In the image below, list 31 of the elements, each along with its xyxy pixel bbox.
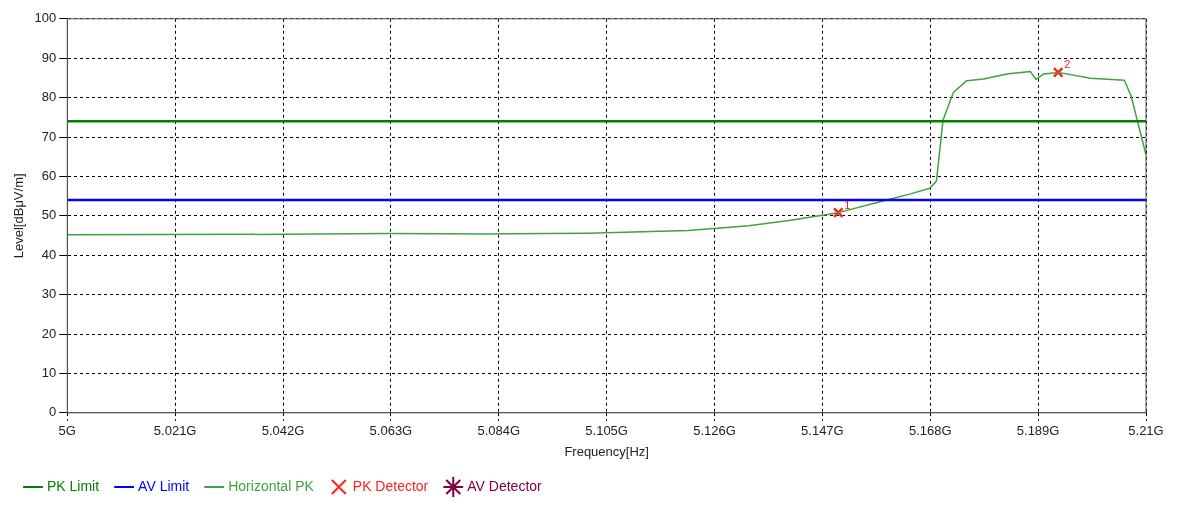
legend-label: PK Detector — [352, 477, 429, 494]
x-tick-label: 5.042G — [261, 423, 305, 439]
x-axis-title: Frequency[Hz] — [564, 443, 649, 459]
y-tick-label: 60 — [41, 167, 57, 183]
y-tick-label: 0 — [49, 404, 57, 420]
x-tick-label: 5.084G — [477, 423, 521, 439]
legend-label: AV Detector — [467, 477, 543, 494]
x-tick-label: 5.021G — [153, 423, 197, 439]
y-tick-label: 80 — [41, 89, 57, 105]
x-tick-label: 5.105G — [585, 423, 628, 439]
y-tick-label: 50 — [41, 207, 57, 223]
y-tick-label: 40 — [41, 246, 57, 262]
y-tick-label: 100 — [34, 10, 57, 26]
annotation: 1 — [844, 198, 851, 211]
x-tick-label: 5.189G — [1016, 423, 1060, 439]
x-tick-label: 5G — [58, 423, 76, 439]
x-tick-label: 5.168G — [908, 423, 952, 439]
y-axis-title: Level[dBμV/m] — [11, 173, 27, 259]
y-tick-label: 20 — [41, 325, 57, 341]
x-tick-label: 5.126G — [693, 423, 736, 439]
y-tick-label: 30 — [41, 286, 57, 302]
legend-label: Horizontal PK — [228, 477, 315, 494]
legend-label: AV Limit — [138, 477, 190, 494]
legend-label: PK Limit — [47, 477, 100, 494]
y-tick-label: 70 — [41, 128, 57, 144]
y-tick-label: 90 — [41, 49, 57, 65]
y-tick-label: 10 — [41, 364, 57, 380]
annotation: 2 — [1064, 58, 1071, 71]
x-tick-label: 5.21G — [1128, 423, 1164, 439]
x-tick-label: 5.063G — [369, 423, 413, 439]
x-tick-label: 5.147G — [801, 423, 844, 439]
